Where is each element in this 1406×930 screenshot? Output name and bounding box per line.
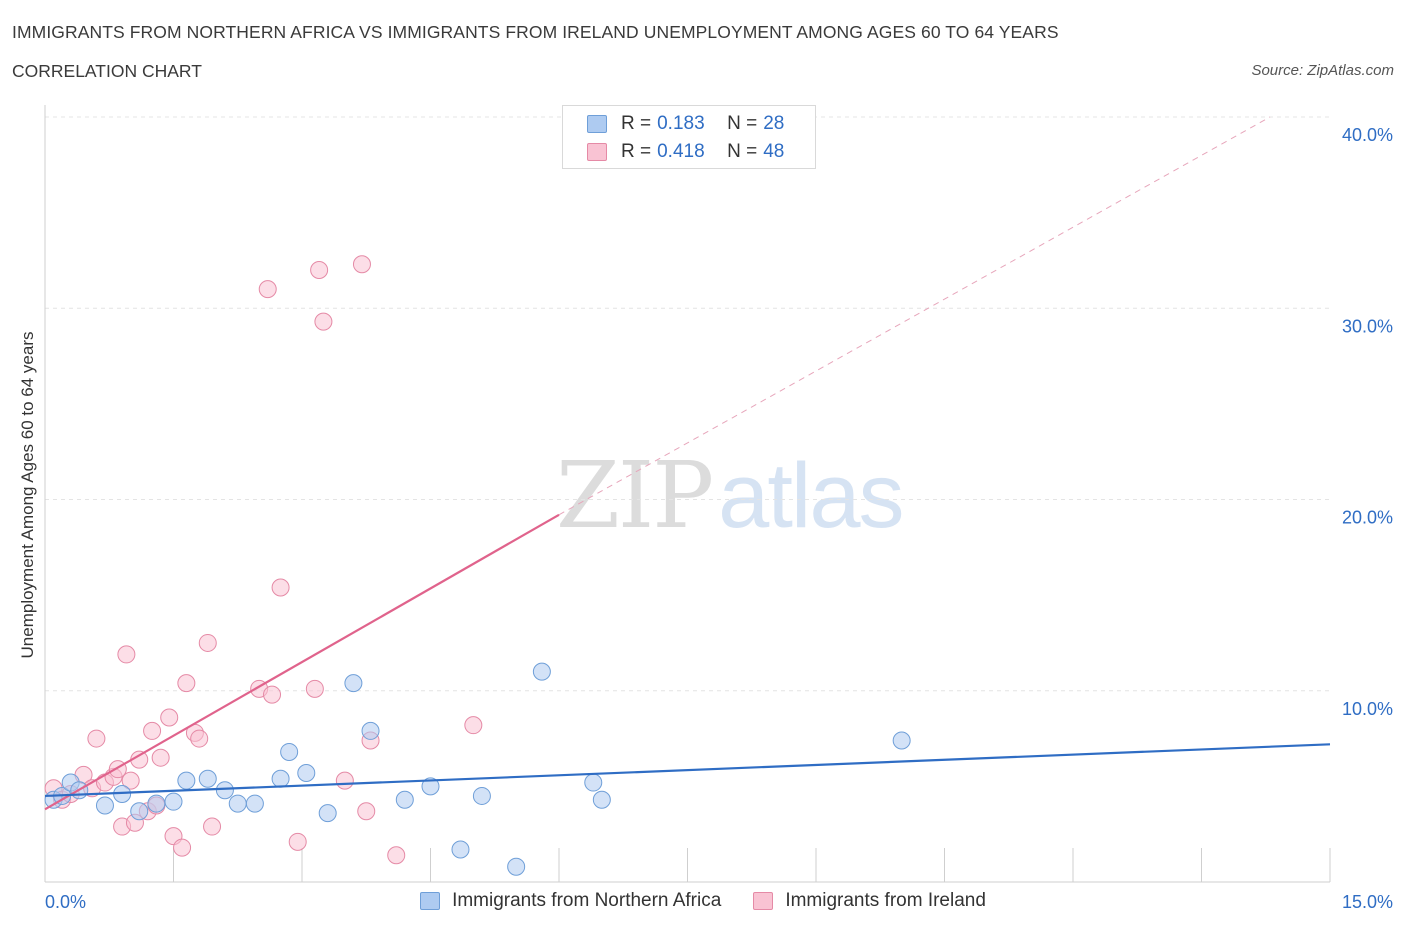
northern-africa-point [532, 662, 551, 681]
northern-africa-point [177, 771, 196, 790]
legend-row-northern-africa: R = 0.183 N = 28 [587, 112, 784, 136]
legend-n-value: 48 [763, 141, 785, 162]
northern-africa-point [472, 786, 491, 805]
ireland-point [288, 832, 307, 851]
ireland-point [173, 838, 192, 857]
ireland-point [143, 721, 162, 740]
legend-n-value: 28 [763, 113, 785, 134]
ireland-point [258, 280, 277, 299]
y-tick-label: 30.0% [1342, 316, 1393, 336]
northern-africa-point [592, 790, 611, 809]
northern-africa-point [361, 721, 380, 740]
x-tick-label: 15.0% [1342, 892, 1393, 912]
northern-africa-point [130, 802, 149, 821]
series-legend: Immigrants from Northern Africa Immigran… [0, 890, 1406, 912]
legend-row-ireland: R = 0.418 N = 48 [587, 140, 784, 164]
legend-n-label: N = [727, 113, 758, 134]
ireland-point [464, 716, 483, 735]
ireland-point [87, 729, 106, 748]
northern-africa-point [344, 674, 363, 693]
northern-africa-point [164, 792, 183, 811]
northern-africa-point [198, 769, 217, 788]
x-tick-label: 0.0% [45, 892, 86, 912]
ireland-point [305, 679, 324, 698]
ireland-point [387, 846, 406, 865]
northern-africa-point [245, 794, 264, 813]
ireland-point [198, 633, 217, 652]
ireland-point [121, 771, 140, 790]
ireland-point [263, 685, 282, 704]
ireland-point [203, 817, 222, 836]
ireland-point [357, 802, 376, 821]
ireland-point [160, 708, 179, 727]
legend-swatch-pink [587, 143, 607, 161]
northern-africa-point [584, 773, 603, 792]
y-tick-label: 40.0% [1342, 125, 1393, 145]
stats-legend: R = 0.183 N = 28 R = 0.418 N = 48 [562, 105, 816, 169]
y-axis-label: Unemployment Among Ages 60 to 64 years [18, 331, 37, 659]
y-tick-label: 10.0% [1342, 699, 1393, 719]
northern-africa-point [271, 769, 290, 788]
northern-africa-point [280, 742, 299, 761]
ireland-point [151, 748, 170, 767]
y-tick-label: 20.0% [1342, 508, 1393, 528]
ireland-point [314, 312, 333, 331]
legend-label-ireland: Immigrants from Ireland [785, 890, 986, 911]
ireland-point [117, 645, 136, 664]
northern-africa-point [297, 763, 316, 782]
ireland-point [352, 255, 371, 274]
ireland-point [271, 578, 290, 597]
northern-africa-trend-line [44, 743, 1331, 798]
chart-title: IMMIGRANTS FROM NORTHERN AFRICA VS IMMIG… [12, 22, 1059, 42]
northern-africa-point [421, 777, 440, 796]
legend-swatch-blue [587, 115, 607, 133]
ireland-trend-extension [558, 116, 1271, 516]
chart-subtitle: CORRELATION CHART [12, 61, 202, 81]
ireland-point [190, 729, 209, 748]
source-credit: Source: ZipAtlas.com [1251, 62, 1394, 79]
legend-r-value: 0.418 [657, 141, 705, 162]
legend-r-label: R = [621, 141, 652, 162]
legend-swatch-pink [753, 892, 774, 910]
legend-n-label: N = [727, 141, 758, 162]
northern-africa-point [318, 804, 337, 823]
legend-label-northern-africa: Immigrants from Northern Africa [452, 890, 722, 911]
legend-r-value: 0.183 [657, 113, 705, 134]
legend-r-label: R = [621, 113, 652, 134]
northern-africa-point [451, 840, 470, 859]
ireland-point [310, 261, 329, 279]
northern-africa-point [507, 857, 526, 876]
northern-africa-point [892, 731, 911, 750]
legend-item-ireland: Immigrants from Ireland [753, 890, 986, 912]
northern-africa-point [147, 794, 166, 813]
ireland-point [335, 771, 354, 790]
ireland-trend-line [44, 513, 560, 811]
legend-item-northern-africa: Immigrants from Northern Africa [420, 890, 721, 912]
northern-africa-point [215, 781, 234, 800]
northern-africa-point [395, 790, 414, 809]
northern-africa-point [228, 794, 247, 813]
ireland-point [177, 674, 196, 693]
northern-africa-point [95, 796, 114, 815]
legend-swatch-blue [420, 892, 441, 910]
